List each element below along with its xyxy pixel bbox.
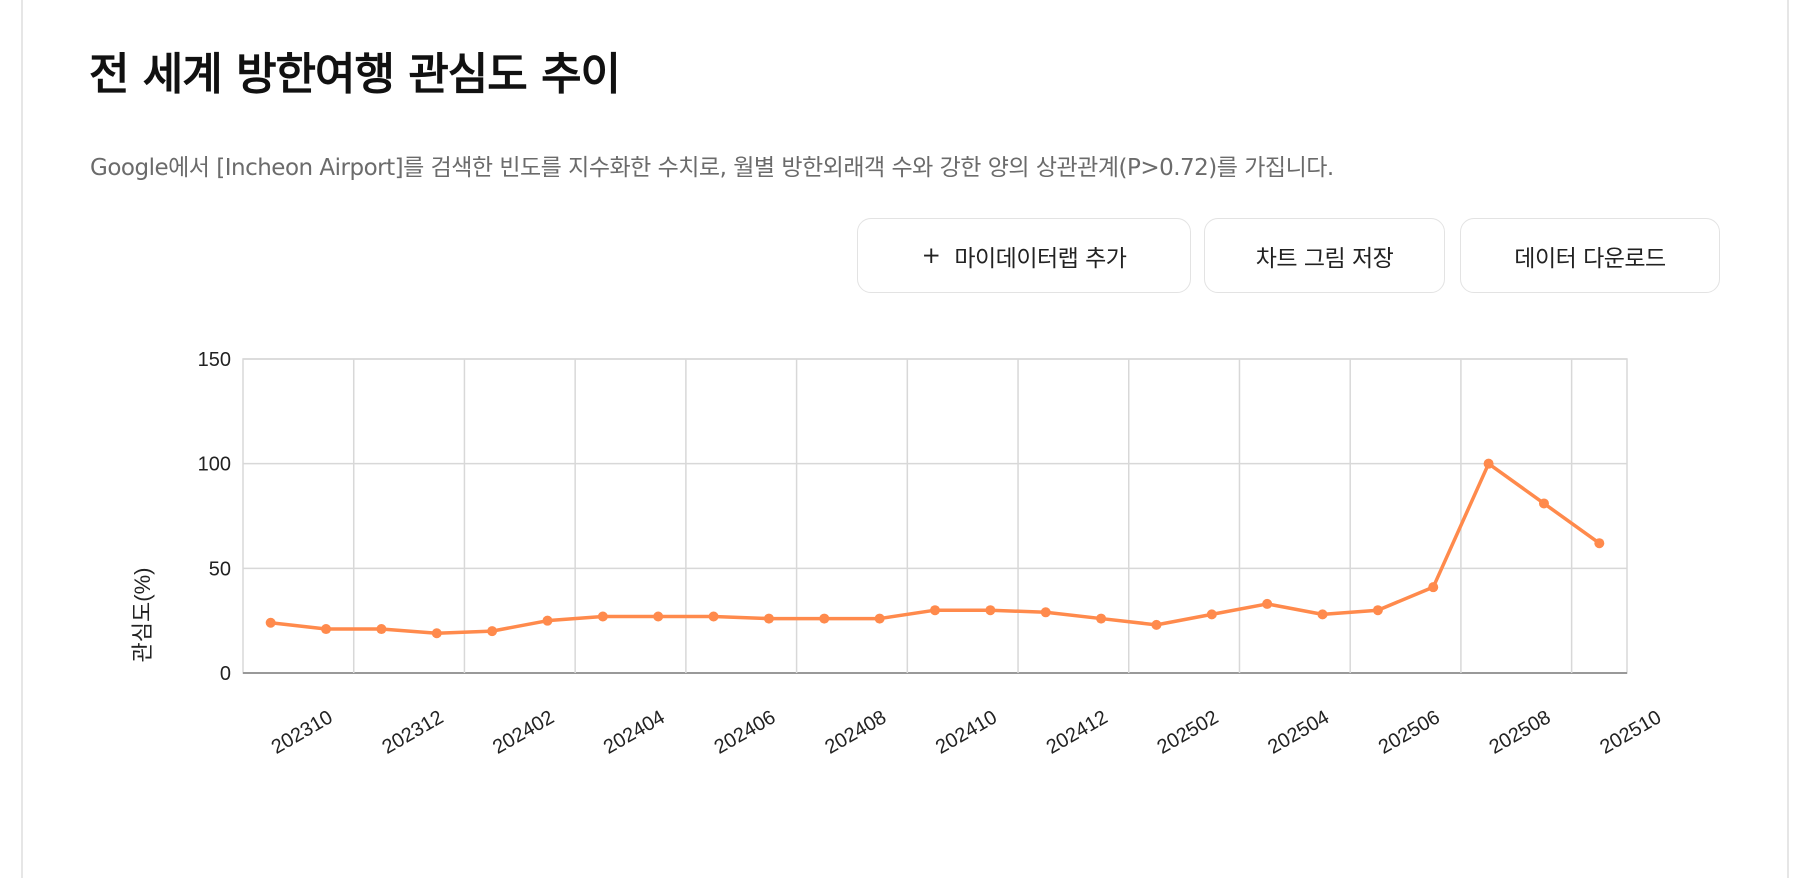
- y-tick-label: 50: [209, 558, 231, 580]
- plot-area: [242, 358, 1628, 674]
- data-point: [431, 628, 442, 639]
- x-tick-label: 202408: [821, 706, 890, 758]
- data-point: [376, 624, 387, 635]
- data-point: [1372, 605, 1383, 616]
- save-chart-image-button[interactable]: 차트 그림 저장: [1204, 218, 1445, 293]
- data-point: [653, 611, 664, 622]
- download-data-label: 데이터 다운로드: [1514, 245, 1666, 272]
- x-tick-label: 202404: [600, 706, 669, 758]
- y-axis-title: 관심도(%): [130, 568, 155, 663]
- data-point: [1538, 498, 1549, 509]
- data-point: [1206, 609, 1217, 620]
- data-point: [265, 617, 276, 628]
- data-point: [985, 605, 996, 616]
- data-point: [1594, 538, 1605, 549]
- x-tick-label: 202412: [1043, 706, 1112, 758]
- x-tick-label: 202508: [1486, 706, 1555, 758]
- y-tick-label: 0: [220, 663, 231, 685]
- y-tick-label: 150: [198, 349, 231, 371]
- download-data-button[interactable]: 데이터 다운로드: [1460, 218, 1720, 293]
- data-point: [1040, 607, 1051, 618]
- data-point: [1151, 619, 1162, 630]
- chart-description: Google에서 [Incheon Airport]를 검색한 빈도를 지수화한…: [90, 155, 1334, 181]
- data-point: [819, 613, 830, 624]
- data-point: [542, 615, 553, 626]
- data-point: [1428, 582, 1439, 593]
- data-point: [1262, 598, 1273, 609]
- x-tick-label: 202504: [1264, 706, 1333, 758]
- save-chart-image-label: 차트 그림 저장: [1255, 245, 1394, 272]
- data-point: [1317, 609, 1328, 620]
- page-title: 전 세계 방한여행 관심도 추이: [89, 49, 621, 100]
- data-point: [597, 611, 608, 622]
- add-to-mydatalab-button[interactable]: + 마이데이터랩 추가: [857, 218, 1191, 293]
- data-point: [708, 611, 719, 622]
- y-tick-label: 100: [198, 454, 231, 476]
- chart-card: [21, 0, 1789, 878]
- x-tick-label: 202310: [268, 706, 337, 758]
- x-tick-label: 202410: [932, 706, 1001, 758]
- x-tick-label: 202502: [1153, 706, 1222, 758]
- x-tick-label: 202406: [711, 706, 780, 758]
- data-point: [763, 613, 774, 624]
- x-tick-label: 202510: [1596, 706, 1665, 758]
- data-point: [874, 613, 885, 624]
- data-point: [487, 626, 498, 637]
- x-tick-label: 202506: [1375, 706, 1444, 758]
- data-point: [930, 605, 940, 616]
- add-to-mydatalab-label: 마이데이터랩 추가: [954, 245, 1127, 272]
- data-point: [1483, 458, 1494, 469]
- plus-icon: +: [921, 242, 941, 269]
- data-point: [321, 624, 332, 635]
- data-point: [1096, 613, 1107, 624]
- x-tick-label: 202312: [378, 706, 447, 758]
- x-tick-label: 202402: [489, 706, 558, 758]
